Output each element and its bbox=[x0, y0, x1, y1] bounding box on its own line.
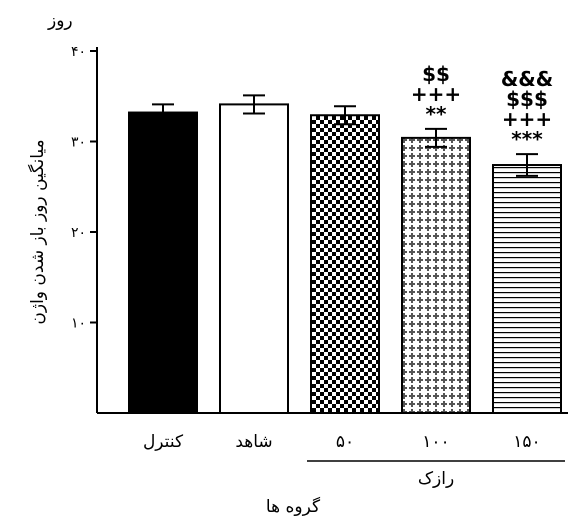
category-label: شاهد bbox=[235, 432, 272, 452]
significance-marker: *** bbox=[511, 127, 543, 151]
y-tick-label: ۱۰ bbox=[71, 316, 86, 332]
category-labels: کنترل شاهد ۵۰ ۱۰۰ ۱۵۰ bbox=[143, 432, 541, 452]
y-tick-label: ۲۰ bbox=[71, 225, 86, 241]
bar bbox=[310, 114, 380, 414]
category-label: ۱۵۰ bbox=[513, 432, 540, 452]
group-label: رازک bbox=[418, 469, 454, 489]
x-axis-title: گروه ها bbox=[266, 496, 321, 517]
bar bbox=[128, 111, 198, 414]
y-ticks: ۱۰ ۲۰ ۳۰ ۴۰ bbox=[71, 44, 97, 332]
category-label: کنترل bbox=[143, 432, 184, 452]
y-axis-title: میانگین روز باز شدن واژن bbox=[27, 139, 48, 324]
bar bbox=[219, 103, 289, 415]
significance-marker: &&& bbox=[501, 67, 553, 91]
category-label: ۵۰ bbox=[336, 432, 354, 452]
bars bbox=[128, 94, 562, 415]
significance-marker: $$$ bbox=[506, 87, 548, 111]
category-label: ۱۰۰ bbox=[422, 432, 449, 452]
bar bbox=[401, 136, 471, 414]
bar bbox=[492, 164, 562, 414]
significance-marker: +++ bbox=[502, 107, 552, 131]
significance-annotations: $$+++**&&&$$$+++*** bbox=[411, 62, 553, 151]
y-unit-label: روز bbox=[47, 11, 73, 31]
significance-marker: ** bbox=[426, 102, 447, 126]
y-tick-label: ۴۰ bbox=[71, 44, 86, 60]
significance-marker: $$ bbox=[422, 62, 450, 86]
y-tick-label: ۳۰ bbox=[71, 135, 86, 151]
significance-marker: +++ bbox=[411, 82, 461, 106]
